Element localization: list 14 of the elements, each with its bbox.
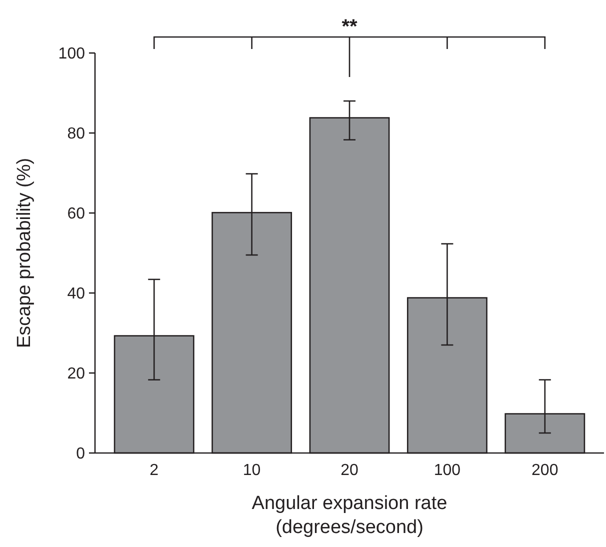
y-tick-label: 100 bbox=[58, 46, 86, 63]
y-tick-label: 60 bbox=[67, 206, 86, 223]
y-tick-label: 20 bbox=[67, 366, 86, 383]
y-tick-label: 80 bbox=[67, 126, 86, 143]
text: ** bbox=[342, 16, 358, 38]
x-tick-label: 200 bbox=[532, 462, 558, 479]
x-tick-label: 2 bbox=[150, 462, 159, 479]
x-tick-label: 20 bbox=[340, 462, 358, 479]
y-axis-title: Escape probability (%) bbox=[14, 158, 35, 348]
y-tick-label: 40 bbox=[67, 286, 86, 303]
x-axis-title: Angular expansion rate (degrees/second) bbox=[252, 493, 448, 538]
x-tick-label: 100 bbox=[434, 462, 461, 479]
x-tick-label: 10 bbox=[242, 462, 261, 479]
y-tick-label: 0 bbox=[76, 446, 86, 463]
